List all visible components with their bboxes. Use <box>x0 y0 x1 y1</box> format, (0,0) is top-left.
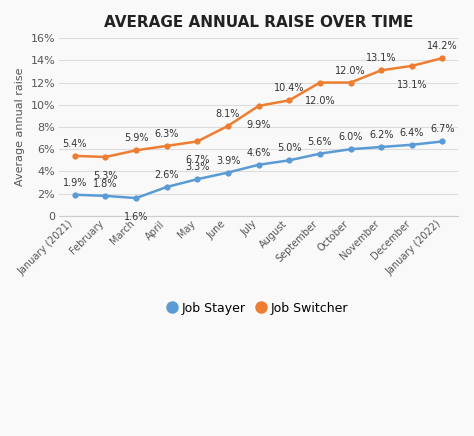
Text: 1.9%: 1.9% <box>63 178 87 188</box>
Text: 3.9%: 3.9% <box>216 156 240 166</box>
Text: 5.9%: 5.9% <box>124 133 148 143</box>
Job Stayer <box>409 142 415 147</box>
Job Stayer <box>256 162 262 167</box>
Job Stayer <box>286 158 292 163</box>
Job Switcher <box>317 80 323 85</box>
Job Stayer <box>72 192 78 198</box>
Text: 6.3%: 6.3% <box>155 129 179 139</box>
Y-axis label: Average annual raise: Average annual raise <box>15 68 25 186</box>
Text: 13.1%: 13.1% <box>366 53 396 63</box>
Text: 6.2%: 6.2% <box>369 130 393 140</box>
Job Stayer <box>133 195 139 201</box>
Line: Job Switcher: Job Switcher <box>72 55 446 160</box>
Job Stayer <box>102 193 108 198</box>
Line: Job Stayer: Job Stayer <box>72 138 446 201</box>
Text: 1.8%: 1.8% <box>93 179 118 189</box>
Job Stayer <box>164 184 170 190</box>
Job Switcher <box>348 80 354 85</box>
Job Switcher <box>286 98 292 103</box>
Text: 10.4%: 10.4% <box>274 83 304 93</box>
Job Switcher <box>164 143 170 149</box>
Text: 2.6%: 2.6% <box>155 170 179 180</box>
Text: 6.4%: 6.4% <box>400 128 424 138</box>
Text: 1.6%: 1.6% <box>124 212 148 222</box>
Job Stayer <box>348 146 354 152</box>
Job Stayer <box>440 139 446 144</box>
Text: 12.0%: 12.0% <box>335 65 366 75</box>
Text: 6.7%: 6.7% <box>430 125 455 134</box>
Job Switcher <box>378 68 384 73</box>
Job Switcher <box>133 148 139 153</box>
Job Switcher <box>256 103 262 109</box>
Job Stayer <box>378 144 384 150</box>
Text: 14.2%: 14.2% <box>427 41 458 51</box>
Job Switcher <box>225 123 231 129</box>
Job Stayer <box>225 170 231 175</box>
Job Stayer <box>317 151 323 156</box>
Text: 9.9%: 9.9% <box>246 120 271 130</box>
Text: 5.6%: 5.6% <box>308 137 332 146</box>
Job Switcher <box>440 55 446 61</box>
Text: 5.4%: 5.4% <box>63 139 87 149</box>
Text: 6.0%: 6.0% <box>338 132 363 142</box>
Job Switcher <box>102 154 108 160</box>
Text: 12.0%: 12.0% <box>305 96 335 106</box>
Job Switcher <box>194 139 200 144</box>
Text: 5.3%: 5.3% <box>93 171 118 181</box>
Title: AVERAGE ANNUAL RAISE OVER TIME: AVERAGE ANNUAL RAISE OVER TIME <box>104 15 413 30</box>
Text: 3.3%: 3.3% <box>185 162 210 172</box>
Text: 13.1%: 13.1% <box>397 80 427 90</box>
Job Stayer <box>194 177 200 182</box>
Legend: Job Stayer, Job Switcher: Job Stayer, Job Switcher <box>164 297 353 320</box>
Text: 6.7%: 6.7% <box>185 155 210 165</box>
Text: 4.6%: 4.6% <box>246 148 271 158</box>
Job Switcher <box>409 63 415 68</box>
Job Switcher <box>72 153 78 159</box>
Text: 5.0%: 5.0% <box>277 143 301 153</box>
Text: 8.1%: 8.1% <box>216 109 240 119</box>
